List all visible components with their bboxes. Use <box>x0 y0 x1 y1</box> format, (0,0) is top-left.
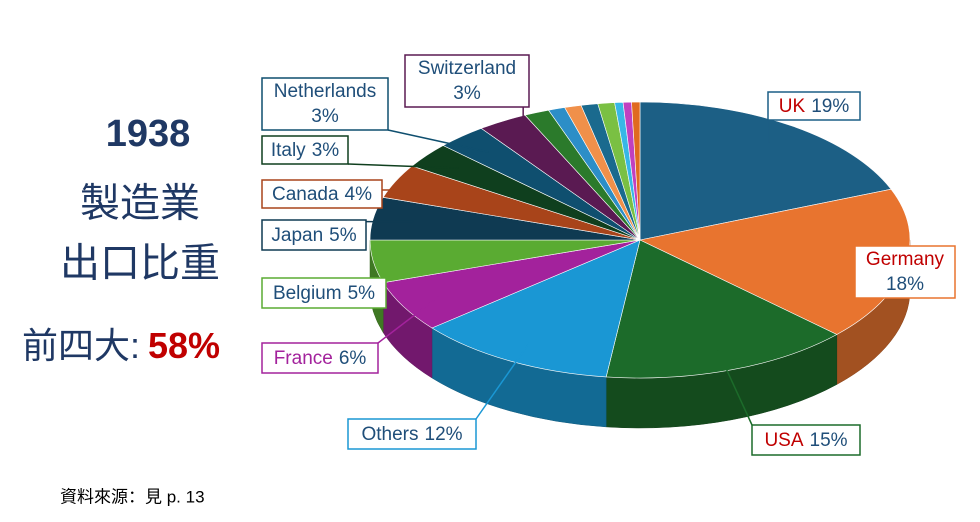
label-box <box>751 424 861 456</box>
slice <box>431 239 641 378</box>
label: Canada 4% <box>272 184 372 205</box>
label-box <box>261 179 383 209</box>
label-value: 18% <box>886 274 924 295</box>
label: USA 15% <box>764 430 847 451</box>
annotation: 前四大: 58% <box>22 325 220 366</box>
label-box <box>261 135 349 165</box>
subtitle: 製造業 <box>80 182 200 226</box>
labels: UK 19% Germany 18% USA 15% Others 12% France 6% Be… <box>261 54 956 456</box>
slice <box>605 239 838 379</box>
leader-line <box>475 342 531 420</box>
label-box <box>767 91 861 121</box>
label-category: UK <box>779 96 806 117</box>
label: Belgium 5% <box>273 283 375 304</box>
label: Italy 3% <box>271 140 339 161</box>
slice <box>631 101 641 241</box>
label-category: Switzerland <box>418 58 516 79</box>
label-value: 15% <box>810 430 848 451</box>
label-value: 6% <box>339 348 367 369</box>
chart-title: 1938 <box>106 113 191 155</box>
label-category: USA <box>764 430 803 451</box>
subtitle: 出口比重 <box>60 242 220 286</box>
leader-line <box>347 163 459 169</box>
label-value: 5% <box>329 225 357 246</box>
label-box <box>261 77 389 131</box>
label-value: 3% <box>312 140 340 161</box>
label-box <box>854 245 956 299</box>
leader-line <box>385 257 414 279</box>
label-box <box>261 277 387 309</box>
leader-line <box>377 295 440 344</box>
label-box <box>261 219 367 251</box>
label-category: Germany <box>866 249 945 270</box>
pie <box>369 101 911 429</box>
label-box <box>404 54 530 108</box>
label: UK 19% <box>779 96 850 117</box>
leader-line <box>717 350 753 426</box>
label-value: 3% <box>453 83 481 104</box>
label-box <box>261 342 379 374</box>
label-value: 12% <box>425 424 463 445</box>
label-value: 5% <box>348 283 376 304</box>
label-category: Netherlands <box>274 81 376 102</box>
label-category: France <box>274 348 333 369</box>
label-category: Italy <box>271 140 306 161</box>
label: France 6% <box>274 348 367 369</box>
annotation-value: 58% <box>148 325 220 366</box>
label-box <box>347 418 477 450</box>
label-value: 19% <box>811 96 849 117</box>
label-category: Canada <box>272 184 339 205</box>
label: Others 12% <box>361 424 462 445</box>
label-category: Others <box>361 424 418 445</box>
source: 資料來源：見 p. 13 <box>60 487 205 506</box>
label-category: Belgium <box>273 283 342 304</box>
leader-line <box>387 129 489 153</box>
label-value: 3% <box>311 106 339 127</box>
label-value: 4% <box>345 184 373 205</box>
label: Japan 5% <box>271 225 356 246</box>
label-category: Japan <box>271 225 323 246</box>
annotation-label: 前四大: <box>22 325 140 366</box>
slice <box>639 101 892 241</box>
